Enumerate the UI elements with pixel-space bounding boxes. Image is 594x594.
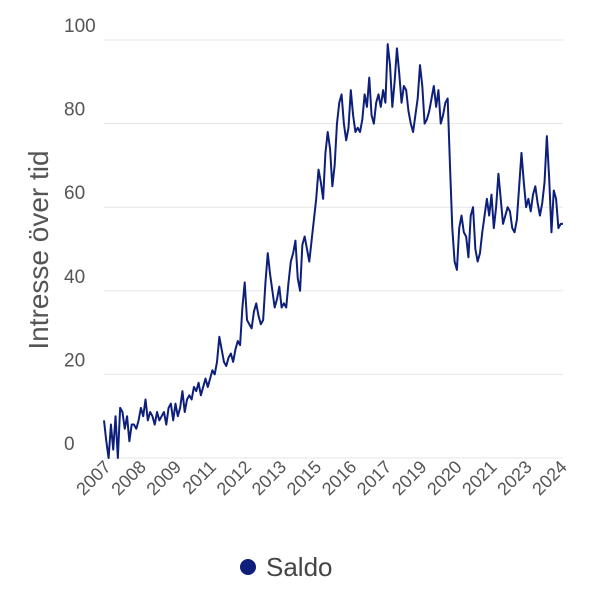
y-axis-label: Intresse över tid bbox=[23, 150, 54, 349]
y-tick-label: 20 bbox=[64, 350, 85, 371]
x-tick-label: 2015 bbox=[283, 457, 325, 499]
x-tick-label: 2023 bbox=[493, 457, 535, 499]
y-axis-ticks: 0 20 40 60 80 100 bbox=[64, 16, 96, 455]
y-tick-label: 40 bbox=[64, 267, 85, 288]
x-tick-label: 2020 bbox=[423, 457, 465, 499]
x-tick-label: 2011 bbox=[179, 457, 221, 499]
gridlines bbox=[104, 39, 563, 459]
x-tick-label: 2024 bbox=[528, 457, 570, 499]
x-tick-label: 2017 bbox=[353, 457, 395, 499]
x-tick-label: 2007 bbox=[72, 457, 114, 499]
y-tick-label: 60 bbox=[64, 183, 85, 204]
legend[interactable]: Saldo bbox=[240, 552, 333, 582]
series-layer bbox=[103, 43, 563, 459]
x-tick-label: 2012 bbox=[213, 457, 255, 499]
legend-marker-saldo bbox=[240, 559, 256, 575]
x-tick-label: 2013 bbox=[248, 457, 290, 499]
x-tick-label: 2009 bbox=[143, 457, 185, 499]
x-tick-label: 2016 bbox=[318, 457, 360, 499]
x-tick-label: 2021 bbox=[458, 457, 500, 499]
x-tick-label: 2008 bbox=[107, 457, 149, 499]
y-tick-label: 100 bbox=[64, 16, 96, 37]
x-axis-ticks: 2007200820092011201220132015201620172019… bbox=[72, 457, 570, 499]
y-tick-label: 0 bbox=[64, 434, 75, 455]
legend-label-saldo: Saldo bbox=[266, 552, 333, 582]
series-line-saldo bbox=[103, 43, 563, 459]
y-tick-label: 80 bbox=[64, 100, 85, 121]
x-tick-label: 2019 bbox=[388, 457, 430, 499]
